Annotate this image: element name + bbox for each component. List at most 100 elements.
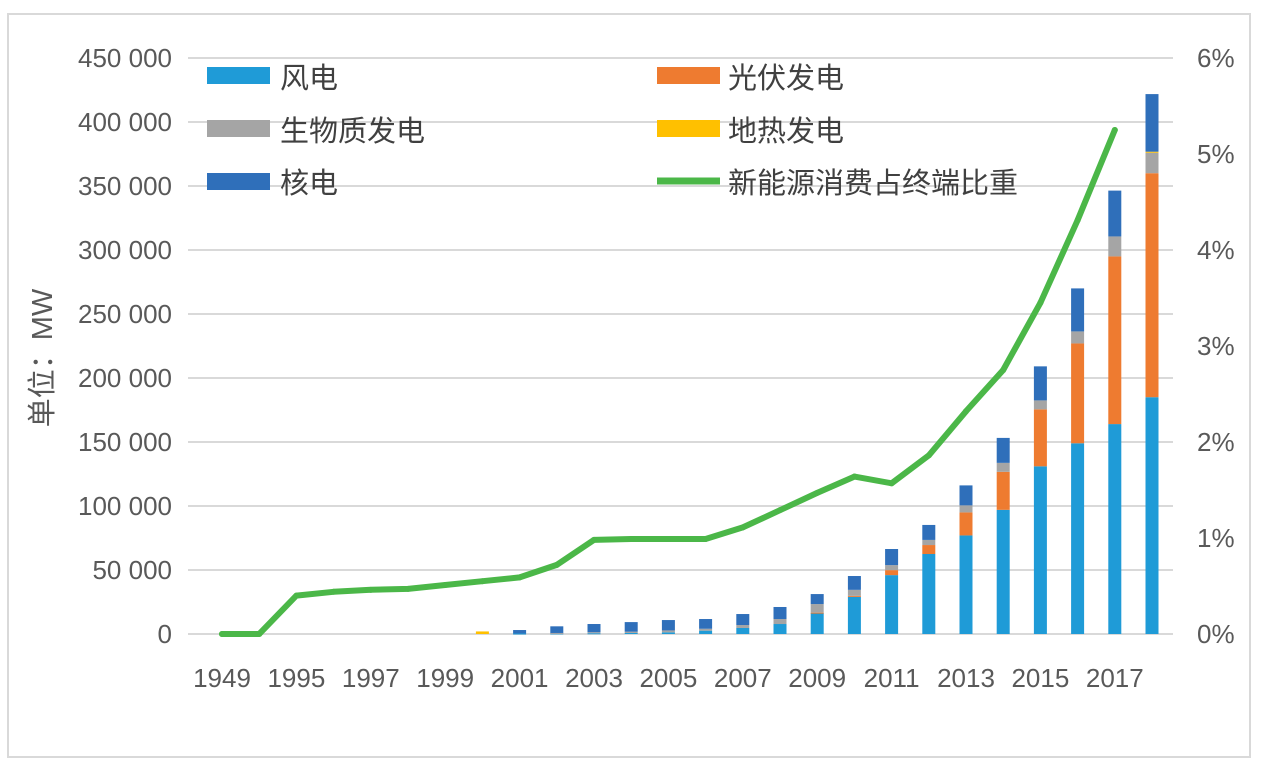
bar-biomass bbox=[1071, 331, 1085, 344]
bar-biomass bbox=[810, 604, 824, 613]
share-line-point bbox=[330, 588, 337, 595]
bar-wind bbox=[1108, 424, 1122, 634]
share-line-point bbox=[777, 507, 783, 514]
bar-wind bbox=[810, 613, 824, 634]
x-axis-tick-labels: 1949 1995 1997 1999 2001 2003 2005 2007 2009 2011… bbox=[193, 663, 1144, 693]
bar-stack bbox=[550, 626, 564, 635]
share-line-point bbox=[851, 473, 858, 480]
bar-stack bbox=[699, 619, 713, 634]
left-axis-tick-labels: 0 50 000 100 000 150 000 200 000 250 000 300 0… bbox=[78, 43, 172, 649]
bar-wind bbox=[1033, 466, 1047, 634]
legend-label-solar: 光伏发电 bbox=[728, 62, 844, 95]
bar-nuclear bbox=[885, 549, 899, 566]
bar-biomass bbox=[996, 462, 1010, 472]
share-line-point bbox=[256, 631, 263, 637]
share-line-point bbox=[888, 480, 895, 487]
y-tick-label: 200 000 bbox=[78, 363, 172, 393]
bar-nuclear bbox=[624, 622, 638, 632]
bar-stack bbox=[1071, 288, 1085, 634]
x-tick-label: 1999 bbox=[416, 663, 474, 693]
bar-nuclear bbox=[513, 630, 527, 634]
bar-wind bbox=[885, 575, 899, 634]
bar-wind bbox=[922, 554, 936, 634]
y-tick-label: 350 000 bbox=[78, 171, 172, 201]
share-line-point bbox=[553, 561, 560, 568]
bar-nuclear bbox=[959, 485, 973, 506]
bar-stack bbox=[475, 631, 489, 634]
bar-stack bbox=[513, 630, 527, 635]
bar-nuclear bbox=[1145, 94, 1159, 152]
bar-biomass bbox=[736, 625, 750, 628]
bar-biomass bbox=[773, 619, 787, 625]
bar-nuclear bbox=[550, 626, 564, 633]
bar-nuclear bbox=[587, 624, 601, 633]
bar-nuclear bbox=[1033, 366, 1047, 401]
bar-biomass bbox=[847, 589, 861, 596]
y2-tick-label: 6% bbox=[1197, 43, 1235, 73]
bar-solar bbox=[810, 612, 824, 614]
bar-stack bbox=[661, 620, 675, 634]
bar-wind bbox=[1145, 397, 1159, 634]
legend-item-biomass: 生物质发电 bbox=[207, 115, 425, 148]
legend-item-wind: 风电 bbox=[207, 62, 338, 95]
bar-wind bbox=[661, 632, 675, 634]
bar-solar bbox=[1033, 409, 1047, 467]
share-line-point bbox=[963, 408, 969, 415]
share-line-point bbox=[591, 536, 597, 543]
y2-tick-label: 0% bbox=[1197, 619, 1235, 649]
y2-tick-label: 3% bbox=[1197, 331, 1235, 361]
y-axis-title: 单位：MW bbox=[26, 288, 59, 427]
y-tick-label: 50 000 bbox=[92, 555, 172, 585]
bar-solar bbox=[847, 595, 861, 597]
y2-tick-label: 4% bbox=[1197, 235, 1235, 265]
bar-stack bbox=[996, 437, 1010, 634]
bar-biomass bbox=[699, 628, 713, 631]
bar-nuclear bbox=[847, 576, 861, 590]
legend-label-biomass: 生物质发电 bbox=[280, 115, 425, 148]
legend-item-solar: 光伏发电 bbox=[657, 62, 844, 95]
y2-tick-label: 1% bbox=[1197, 523, 1235, 553]
share-line-point bbox=[1037, 299, 1044, 306]
legend-label-wind: 风电 bbox=[280, 62, 338, 95]
share-line-point bbox=[665, 535, 672, 542]
legend-item-share-line: 新能源消费占终端比重 bbox=[657, 167, 1018, 200]
bar-nuclear bbox=[922, 524, 936, 540]
x-tick-label: 2015 bbox=[1011, 663, 1069, 693]
bar-stack bbox=[922, 524, 936, 634]
share-line-point bbox=[814, 489, 821, 496]
share-line-point bbox=[925, 452, 932, 459]
stacked-bars bbox=[475, 94, 1159, 635]
bar-wind bbox=[996, 509, 1010, 634]
bar-stack bbox=[885, 549, 899, 634]
bar-wind bbox=[624, 632, 638, 634]
y-tick-label: 0 bbox=[158, 619, 172, 649]
bar-biomass bbox=[959, 505, 973, 513]
share-line-point bbox=[405, 585, 411, 592]
share-line-point bbox=[628, 535, 635, 542]
share-line-point bbox=[442, 582, 449, 589]
legend-item-nuclear: 核电 bbox=[207, 167, 338, 200]
bar-wind bbox=[699, 630, 713, 634]
bar-stack bbox=[773, 606, 787, 634]
bar-wind bbox=[1071, 443, 1085, 634]
bar-solar bbox=[922, 545, 936, 554]
bar-stack bbox=[1145, 94, 1159, 634]
bar-biomass bbox=[885, 565, 899, 571]
legend-swatch-nuclear bbox=[207, 173, 270, 190]
y2-tick-label: 2% bbox=[1197, 427, 1235, 457]
share-line-group bbox=[219, 127, 1118, 637]
bar-nuclear bbox=[699, 619, 713, 629]
x-tick-label: 2013 bbox=[937, 663, 995, 693]
share-line-point bbox=[702, 535, 709, 542]
y-tick-label: 300 000 bbox=[78, 235, 172, 265]
share-line-point bbox=[219, 631, 225, 637]
x-tick-label: 1949 bbox=[193, 663, 251, 693]
bar-biomass bbox=[1108, 236, 1122, 257]
bar-nuclear bbox=[661, 620, 675, 631]
bar-stack bbox=[1033, 366, 1047, 634]
x-tick-label: 2001 bbox=[491, 663, 549, 693]
bar-solar bbox=[1071, 343, 1085, 444]
bar-stack bbox=[959, 485, 973, 634]
bar-stack bbox=[587, 624, 601, 635]
bar-biomass bbox=[1145, 152, 1159, 174]
